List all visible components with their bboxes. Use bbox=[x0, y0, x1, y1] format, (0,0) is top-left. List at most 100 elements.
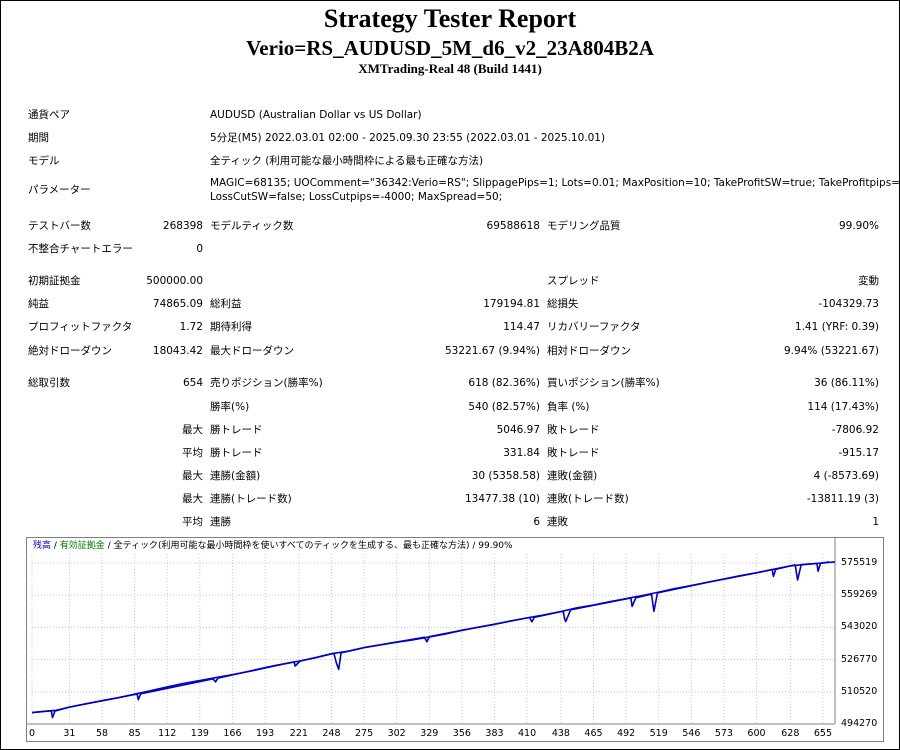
x-tick-label: 166 bbox=[223, 728, 242, 739]
params-label: パラメーター bbox=[28, 184, 91, 196]
x-tick-label: 519 bbox=[649, 728, 668, 739]
legend-description: 全ティック(利用可能な最小時間枠を使いすべてのティックを生成する、最も正確な方法… bbox=[113, 541, 513, 551]
params-line-2: LossCutSW=false; LossCutpips=-4000; MaxS… bbox=[210, 191, 503, 203]
x-tick-label: 0 bbox=[28, 728, 36, 739]
model-value: 全ティック (利用可能な最小時間枠による最も正確な方法) bbox=[210, 155, 484, 167]
deposit-value: 500000.00 bbox=[146, 275, 203, 287]
y-tick-label: 575519 bbox=[841, 556, 878, 568]
conslp-label: 連敗(トレード数) bbox=[547, 493, 629, 505]
payoff-value: 114.47 bbox=[503, 321, 540, 333]
maxloss-value: -7806.92 bbox=[831, 424, 879, 436]
short-value: 618 (82.36%) bbox=[468, 377, 540, 389]
y-tick-label: 543020 bbox=[841, 621, 878, 633]
avgwin-label: 勝トレード bbox=[210, 447, 263, 459]
avgcw-value: 6 bbox=[533, 516, 540, 528]
y-tick-label: 559269 bbox=[841, 589, 878, 601]
x-tick-label: 221 bbox=[289, 728, 308, 739]
x-tick-label: 356 bbox=[452, 728, 471, 739]
trades-value: 654 bbox=[182, 377, 203, 389]
mismatch-value: 0 bbox=[196, 243, 203, 255]
spread-value: 変動 bbox=[858, 275, 879, 287]
pf-value: 1.72 bbox=[179, 321, 203, 333]
balance-chart: 残高 / 有効証拠金 / 全ティック(利用可能な最小時間枠を使いすべてのティック… bbox=[26, 537, 884, 742]
chart-legend: 残高 / 有効証拠金 / 全ティック(利用可能な最小時間枠を使いすべてのティック… bbox=[33, 541, 513, 552]
x-tick-label: 573 bbox=[714, 728, 733, 739]
absdd-value: 18043.42 bbox=[152, 345, 203, 357]
pf-label: プロフィットファクタ bbox=[28, 321, 133, 333]
chart-svg bbox=[27, 538, 836, 725]
period-label: 期間 bbox=[28, 132, 49, 144]
x-tick-label: 546 bbox=[682, 728, 701, 739]
legend-sep-1: / bbox=[51, 541, 60, 551]
max-prefix-3: 最大 bbox=[182, 493, 203, 505]
deposit-label: 初期証拠金 bbox=[28, 275, 81, 287]
avgcw-label: 連勝 bbox=[210, 516, 231, 528]
x-tick-label: 438 bbox=[551, 728, 570, 739]
avg-prefix-2: 平均 bbox=[182, 516, 203, 528]
grossprofit-value: 179194.81 bbox=[483, 298, 540, 310]
legend-balance: 残高 bbox=[33, 541, 52, 551]
legend-equity: 有効証拠金 bbox=[59, 541, 105, 551]
maxwin-label: 勝トレード bbox=[210, 424, 263, 436]
maxdd-label: 最大ドローダウン bbox=[210, 345, 294, 357]
params-line-1: MAGIC=68135; UOComment="36342:Verio=RS";… bbox=[210, 177, 900, 189]
loss-value: 114 (17.43%) bbox=[807, 401, 879, 413]
netprofit-value: 74865.09 bbox=[152, 298, 203, 310]
consw-label: 連勝(金額) bbox=[210, 470, 261, 482]
symbol-label: 通貨ペア bbox=[28, 109, 70, 121]
conslp-value: -13811.19 (3) bbox=[806, 493, 879, 505]
x-tick-label: 628 bbox=[781, 728, 800, 739]
x-tick-label: 31 bbox=[63, 728, 76, 739]
x-tick-label: 112 bbox=[158, 728, 177, 739]
bars-value: 268398 bbox=[162, 220, 203, 232]
server-info: XMTrading-Real 48 (Build 1441) bbox=[358, 61, 542, 76]
equity-line bbox=[31, 561, 830, 719]
y-tick-label: 494270 bbox=[841, 718, 878, 729]
trades-label: 総取引数 bbox=[28, 377, 70, 389]
y-tick-label: 526770 bbox=[841, 653, 878, 665]
netprofit-label: 純益 bbox=[28, 298, 49, 310]
loss-label: 負率 (%) bbox=[547, 401, 590, 413]
x-tick-label: 58 bbox=[95, 728, 109, 739]
maxwin-value: 5046.97 bbox=[496, 424, 540, 436]
avg-prefix-1: 平均 bbox=[182, 447, 203, 459]
mismatch-label: 不整合チャートエラー bbox=[28, 243, 133, 255]
y-tick-label: 510520 bbox=[841, 685, 878, 697]
x-tick-label: 600 bbox=[747, 728, 766, 739]
spread-label: スプレッド bbox=[547, 275, 600, 287]
consl-label: 連敗(金額) bbox=[547, 470, 598, 482]
x-tick-label: 383 bbox=[485, 728, 504, 739]
long-label: 買いポジション(勝率%) bbox=[547, 377, 660, 389]
payoff-label: 期待利得 bbox=[210, 321, 252, 333]
report-title: Strategy Tester Report bbox=[323, 4, 577, 33]
win-value: 540 (82.57%) bbox=[468, 401, 540, 413]
maxdd-value: 53221.67 (9.94%) bbox=[445, 345, 540, 357]
avgcl-value: 1 bbox=[872, 516, 879, 528]
bars-label: テストバー数 bbox=[28, 220, 91, 232]
x-tick-label: 248 bbox=[322, 728, 341, 739]
legend-sep-2: / bbox=[104, 541, 114, 551]
max-prefix-1: 最大 bbox=[182, 424, 203, 436]
conswp-value: 13477.38 (10) bbox=[465, 493, 540, 505]
report-subtitle: Verio=RS_AUDUSD_5M_d6_v2_23A804B2A bbox=[246, 36, 654, 60]
quality-label: モデリング品質 bbox=[547, 220, 621, 232]
avgloss-label: 敗トレード bbox=[547, 447, 600, 459]
recovery-label: リカバリーファクタ bbox=[547, 321, 641, 333]
x-tick-label: 275 bbox=[354, 728, 374, 739]
long-value: 36 (86.11%) bbox=[814, 377, 879, 389]
reldd-label: 相対ドローダウン bbox=[547, 345, 631, 357]
recovery-value: 1.41 (YRF: 0.39) bbox=[794, 321, 879, 333]
grossloss-label: 総損失 bbox=[547, 298, 579, 310]
short-label: 売りポジション(勝率%) bbox=[210, 377, 323, 389]
quality-value: 99.90% bbox=[838, 220, 879, 232]
model-label: モデル bbox=[28, 155, 60, 167]
absdd-label: 絶対ドローダウン bbox=[28, 345, 112, 357]
grossprofit-label: 総利益 bbox=[210, 298, 242, 310]
reldd-value: 9.94% (53221.67) bbox=[784, 345, 879, 357]
avgwin-value: 331.84 bbox=[503, 447, 540, 459]
x-tick-label: 329 bbox=[420, 728, 439, 739]
x-tick-label: 410 bbox=[518, 728, 537, 739]
consw-value: 30 (5358.58) bbox=[471, 470, 540, 482]
balance-line bbox=[31, 561, 836, 714]
x-tick-label: 465 bbox=[584, 728, 603, 739]
